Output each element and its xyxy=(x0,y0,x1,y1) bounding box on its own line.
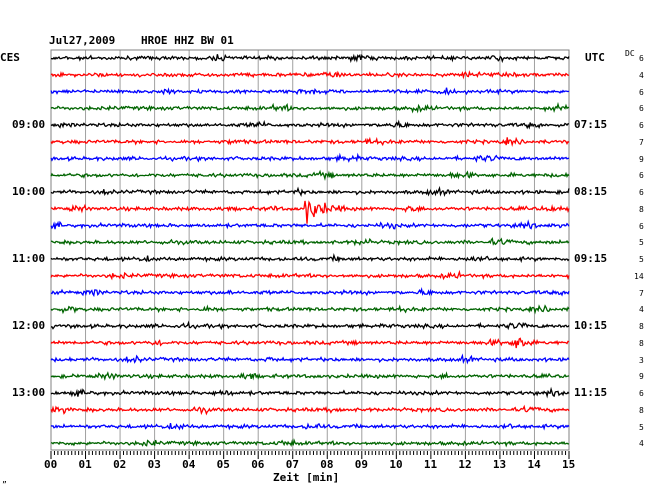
dc-offset-label: 8 xyxy=(639,204,644,214)
seismic-trace-8 xyxy=(50,185,570,198)
date-label: Jul27,2009 xyxy=(49,34,116,47)
seismic-trace-2 xyxy=(50,87,570,96)
x-tick-label: 07 xyxy=(285,458,299,471)
right-time-label: 08:15 xyxy=(574,185,608,198)
seismic-trace-17 xyxy=(50,337,570,349)
x-tick-label: 03 xyxy=(147,458,161,471)
dc-offset-label: 5 xyxy=(639,255,644,264)
dc-offset-label: 6 xyxy=(639,221,644,231)
x-tick-label: 11 xyxy=(423,458,438,471)
dc-offset-label: 4 xyxy=(639,439,644,449)
seismic-trace-16 xyxy=(50,320,570,331)
seismic-trace-10 xyxy=(50,219,570,230)
dc-offset-label: 7 xyxy=(639,288,644,298)
left-time-label: 09:00 xyxy=(12,118,46,131)
station-label: HROE HHZ BW 01 xyxy=(141,34,234,47)
seismic-trace-18 xyxy=(50,353,570,365)
seismic-trace-23 xyxy=(50,438,569,448)
seismic-trace-6 xyxy=(50,152,570,164)
dc-offset-label: 7 xyxy=(639,137,644,147)
x-tick-label: 12 xyxy=(458,458,472,471)
x-tick-label: 06 xyxy=(251,458,265,471)
x-tick-label: 08 xyxy=(320,458,334,471)
dc-offset-label: 9 xyxy=(639,372,644,382)
dc-offset-label: 8 xyxy=(639,322,644,331)
dc-offset-label: 9 xyxy=(639,154,644,164)
trace-group xyxy=(50,53,570,448)
right-timezone-label: UTC xyxy=(585,51,605,64)
seismic-trace-7 xyxy=(50,169,570,182)
seismic-trace-14 xyxy=(50,287,570,298)
x-tick-label: 10 xyxy=(389,458,403,471)
dc-offset-label: 8 xyxy=(639,405,644,415)
grid-lines xyxy=(50,49,570,451)
dc-offset-label: 6 xyxy=(639,87,644,97)
dc-offset-label: 6 xyxy=(639,121,644,130)
dc-offset-label: 6 xyxy=(639,171,644,181)
plot-frame xyxy=(50,49,570,451)
x-tick-label: 09 xyxy=(354,458,369,471)
x-axis xyxy=(50,451,570,459)
dc-offset-label: 6 xyxy=(639,104,644,114)
seismic-trace-15 xyxy=(50,304,570,315)
x-tick-label: 14 xyxy=(527,458,541,471)
seismic-trace-20 xyxy=(50,386,570,399)
seismic-trace-21 xyxy=(50,404,570,416)
dc-offset-label: 8 xyxy=(639,338,644,348)
seismic-trace-5 xyxy=(50,136,570,147)
x-tick-label: 13 xyxy=(492,458,507,471)
x-tick-label: 05 xyxy=(216,458,230,471)
seismic-trace-11 xyxy=(50,237,570,247)
dc-offset-label: 4 xyxy=(639,305,644,315)
dc-offset-label: 14 xyxy=(634,271,644,281)
x-tick-label: 00 xyxy=(44,458,58,471)
seismic-trace-1 xyxy=(50,70,570,80)
x-tick-label: 02 xyxy=(113,458,127,471)
dc-offset-label: 4 xyxy=(639,70,644,80)
dc-offset-label: 5 xyxy=(639,422,644,432)
seismic-trace-13 xyxy=(50,269,570,281)
left-time-label: 11:00 xyxy=(12,252,46,265)
seismic-trace-19 xyxy=(50,371,570,382)
seismic-trace-9 xyxy=(50,200,570,224)
x-tick-label: 01 xyxy=(78,458,92,471)
dc-offset-label: 3 xyxy=(639,355,644,365)
seismic-trace-3 xyxy=(50,101,570,114)
left-time-label: 13:00 xyxy=(12,386,46,399)
dc-offset-label: 5 xyxy=(639,238,644,248)
seismic-trace-4 xyxy=(50,119,570,130)
left-time-label: 10:00 xyxy=(12,185,46,198)
x-axis-title: Zeit [min] xyxy=(273,471,340,484)
right-time-label: 07:15 xyxy=(574,118,608,131)
right-time-label: 10:15 xyxy=(574,319,608,332)
x-tick-label: 15 xyxy=(562,458,576,471)
left-time-label: 12:00 xyxy=(12,319,46,332)
dc-offset-label: 6 xyxy=(639,188,644,197)
seismic-trace-12 xyxy=(50,252,570,264)
right-time-label: 11:15 xyxy=(574,386,608,399)
left-timezone-label: CES xyxy=(0,51,20,64)
x-tick-label: 04 xyxy=(182,458,196,471)
right-time-label: 09:15 xyxy=(574,252,608,265)
dc-label: DC xyxy=(625,49,635,58)
dc-offset-label: 6 xyxy=(639,54,644,63)
corner-mark: ” xyxy=(2,480,7,489)
dc-offset-label: 6 xyxy=(639,389,644,398)
seismic-trace-0 xyxy=(50,53,570,64)
seismic-trace-22 xyxy=(50,422,570,431)
